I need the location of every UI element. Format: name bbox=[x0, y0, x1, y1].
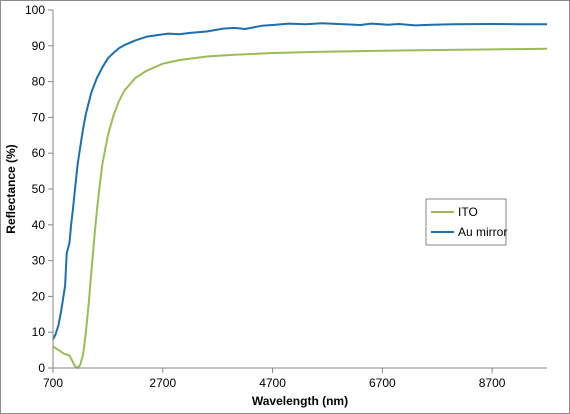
y-tick-label: 90 bbox=[32, 39, 46, 53]
x-axis-ticks: 700 2700 4700 6700 8700 bbox=[43, 368, 506, 390]
y-tick-label: 100 bbox=[25, 3, 45, 17]
y-tick-label: 30 bbox=[32, 254, 46, 268]
legend-label-ito: ITO bbox=[458, 205, 478, 219]
y-tick-label: 10 bbox=[32, 325, 46, 339]
x-tick-label: 6700 bbox=[369, 376, 396, 390]
legend-label-au-mirror: Au mirror bbox=[458, 225, 507, 239]
y-tick-label: 60 bbox=[32, 146, 46, 160]
y-tick-label: 70 bbox=[32, 110, 46, 124]
x-tick-label: 4700 bbox=[259, 376, 286, 390]
y-tick-label: 50 bbox=[32, 182, 46, 196]
series-line-ito bbox=[52, 47, 548, 369]
series-line-au-mirror bbox=[52, 22, 547, 340]
x-tick-label: 2700 bbox=[149, 376, 176, 390]
x-tick-label: 700 bbox=[43, 376, 63, 390]
x-axis-title: Wavelength (nm) bbox=[252, 394, 348, 408]
y-tick-label: 0 bbox=[38, 361, 45, 375]
x-tick-label: 8700 bbox=[479, 376, 506, 390]
y-axis-title: Reflectance (%) bbox=[4, 144, 18, 233]
series-lines bbox=[52, 22, 548, 369]
y-tick-label: 40 bbox=[32, 218, 46, 232]
y-tick-label: 20 bbox=[32, 289, 46, 303]
legend: ITO Au mirror bbox=[425, 198, 507, 246]
y-axis-ticks: 0 10 20 30 40 50 60 70 80 90 100 bbox=[25, 3, 53, 375]
y-tick-label: 80 bbox=[32, 75, 46, 89]
legend-box bbox=[425, 198, 507, 246]
